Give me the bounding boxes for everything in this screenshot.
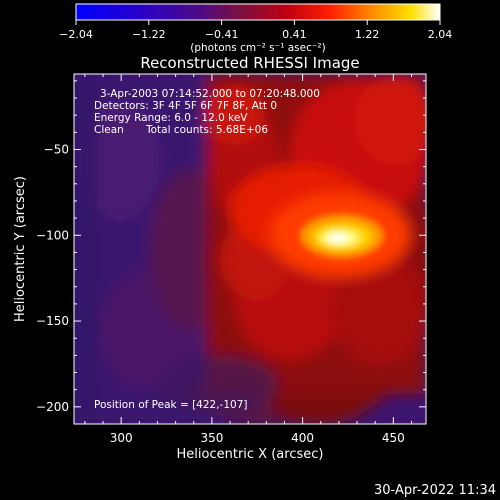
annotation-total-counts: Total counts: 5.68E+06	[145, 124, 268, 136]
colorbar	[75, 3, 441, 21]
x-tick-label: 400	[291, 431, 314, 445]
annotation-peak-position: Position of Peak = [422,-107]	[94, 399, 248, 411]
colorbar-unit-label: (photons cm⁻² s⁻¹ asec⁻²)	[190, 42, 325, 54]
annotation-clean: Clean	[94, 124, 124, 136]
annotation-time-range: 3-Apr-2003 07:14:52.000 to 07:20:48.000	[100, 88, 320, 100]
x-axis-label: Heliocentric X (arcsec)	[177, 447, 324, 462]
y-tick-label: −100	[36, 228, 69, 242]
colorbar-tick-label: −1.22	[132, 28, 166, 41]
footer-timestamp: 30-Apr-2022 11:34	[374, 483, 496, 498]
x-tick-label: 450	[382, 431, 405, 445]
y-tick-label: −200	[36, 400, 69, 414]
x-tick-label: 350	[200, 431, 223, 445]
colorbar-tick-label: −2.04	[59, 28, 93, 41]
y-tick-label: −150	[36, 314, 69, 328]
colorbar-tick-label: 2.04	[428, 28, 453, 41]
x-tick-label: 300	[110, 431, 133, 445]
colorbar-tick-label: 0.41	[282, 28, 307, 41]
chart-title: Reconstructed RHESSI Image	[140, 54, 359, 72]
y-axis-label: Heliocentric Y (arcsec)	[13, 176, 28, 322]
annotation-energy-range: Energy Range: 6.0 - 12.0 keV	[94, 112, 248, 124]
y-axis-ticks: −50 −100 −150 −200	[36, 80, 426, 414]
x-axis-ticks: 300 350 400 450	[84, 74, 412, 445]
colorbar-tick-label: 1.22	[355, 28, 380, 41]
colorbar-tick-label: −0.41	[205, 28, 239, 41]
colorbar-ticks	[75, 20, 441, 25]
heatmap-image	[74, 74, 426, 424]
annotation-detectors: Detectors: 3F 4F 5F 6F 7F 8F, Att 0	[94, 100, 277, 112]
plot-frame	[73, 73, 427, 425]
y-tick-label: −50	[44, 142, 69, 156]
